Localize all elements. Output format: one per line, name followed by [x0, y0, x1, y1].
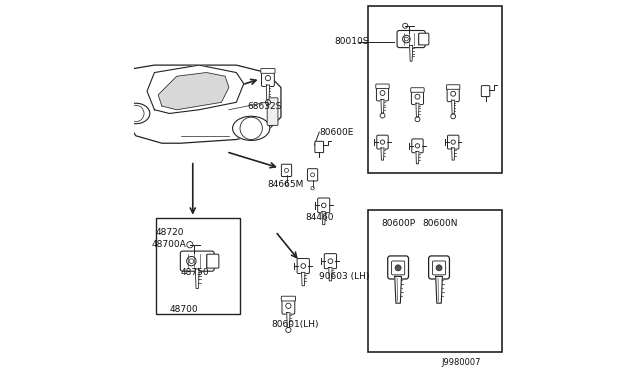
FancyBboxPatch shape — [412, 89, 424, 105]
FancyBboxPatch shape — [376, 85, 388, 101]
Polygon shape — [436, 276, 442, 303]
Polygon shape — [322, 212, 325, 225]
Circle shape — [395, 265, 401, 271]
FancyBboxPatch shape — [317, 198, 330, 213]
Polygon shape — [329, 267, 332, 281]
FancyBboxPatch shape — [282, 164, 292, 176]
FancyBboxPatch shape — [180, 251, 214, 271]
FancyBboxPatch shape — [376, 84, 389, 89]
Polygon shape — [195, 269, 199, 289]
Polygon shape — [395, 276, 401, 303]
FancyBboxPatch shape — [307, 169, 317, 181]
Polygon shape — [147, 65, 244, 113]
Bar — [156, 218, 240, 314]
Text: 48700: 48700 — [170, 305, 198, 314]
FancyBboxPatch shape — [282, 298, 295, 314]
FancyBboxPatch shape — [419, 33, 429, 45]
FancyBboxPatch shape — [411, 88, 424, 92]
Polygon shape — [158, 73, 229, 110]
FancyBboxPatch shape — [377, 135, 388, 149]
Text: 80600N: 80600N — [422, 219, 458, 228]
Text: 48700A: 48700A — [152, 240, 187, 249]
Text: 84665M: 84665M — [267, 180, 303, 189]
Text: 48720: 48720 — [156, 228, 184, 237]
Text: J9980007: J9980007 — [441, 358, 481, 367]
Polygon shape — [117, 65, 281, 143]
FancyBboxPatch shape — [412, 139, 423, 153]
Text: 84460: 84460 — [306, 213, 334, 222]
FancyBboxPatch shape — [481, 86, 490, 97]
Polygon shape — [381, 99, 384, 113]
FancyBboxPatch shape — [207, 254, 219, 268]
Circle shape — [436, 265, 442, 271]
FancyBboxPatch shape — [267, 98, 278, 125]
Polygon shape — [301, 272, 305, 286]
Polygon shape — [381, 148, 384, 160]
FancyBboxPatch shape — [388, 256, 408, 279]
FancyBboxPatch shape — [397, 31, 425, 48]
FancyBboxPatch shape — [447, 86, 460, 102]
FancyBboxPatch shape — [429, 256, 449, 279]
Polygon shape — [287, 312, 290, 327]
FancyBboxPatch shape — [324, 254, 337, 269]
Polygon shape — [416, 103, 419, 117]
Polygon shape — [452, 100, 454, 114]
Text: 80600P: 80600P — [381, 219, 415, 228]
FancyBboxPatch shape — [392, 261, 404, 275]
Text: 80010S: 80010S — [334, 37, 369, 46]
Text: 90603 (LH): 90603 (LH) — [319, 272, 370, 280]
Ellipse shape — [122, 103, 150, 124]
Text: 68632S: 68632S — [248, 102, 282, 110]
FancyBboxPatch shape — [297, 259, 309, 273]
FancyBboxPatch shape — [260, 68, 275, 73]
FancyBboxPatch shape — [447, 135, 459, 149]
FancyBboxPatch shape — [262, 70, 275, 86]
FancyBboxPatch shape — [315, 141, 324, 153]
Text: 48750: 48750 — [180, 268, 209, 277]
Polygon shape — [410, 45, 413, 61]
Text: 80600E: 80600E — [319, 128, 354, 137]
Polygon shape — [452, 148, 454, 160]
Bar — [367, 6, 502, 173]
FancyBboxPatch shape — [281, 296, 296, 301]
FancyBboxPatch shape — [447, 85, 460, 89]
Bar — [367, 210, 502, 352]
Polygon shape — [266, 85, 269, 100]
Ellipse shape — [232, 116, 270, 140]
Text: 80601(LH): 80601(LH) — [271, 320, 318, 329]
Polygon shape — [416, 152, 419, 164]
FancyBboxPatch shape — [433, 261, 445, 275]
